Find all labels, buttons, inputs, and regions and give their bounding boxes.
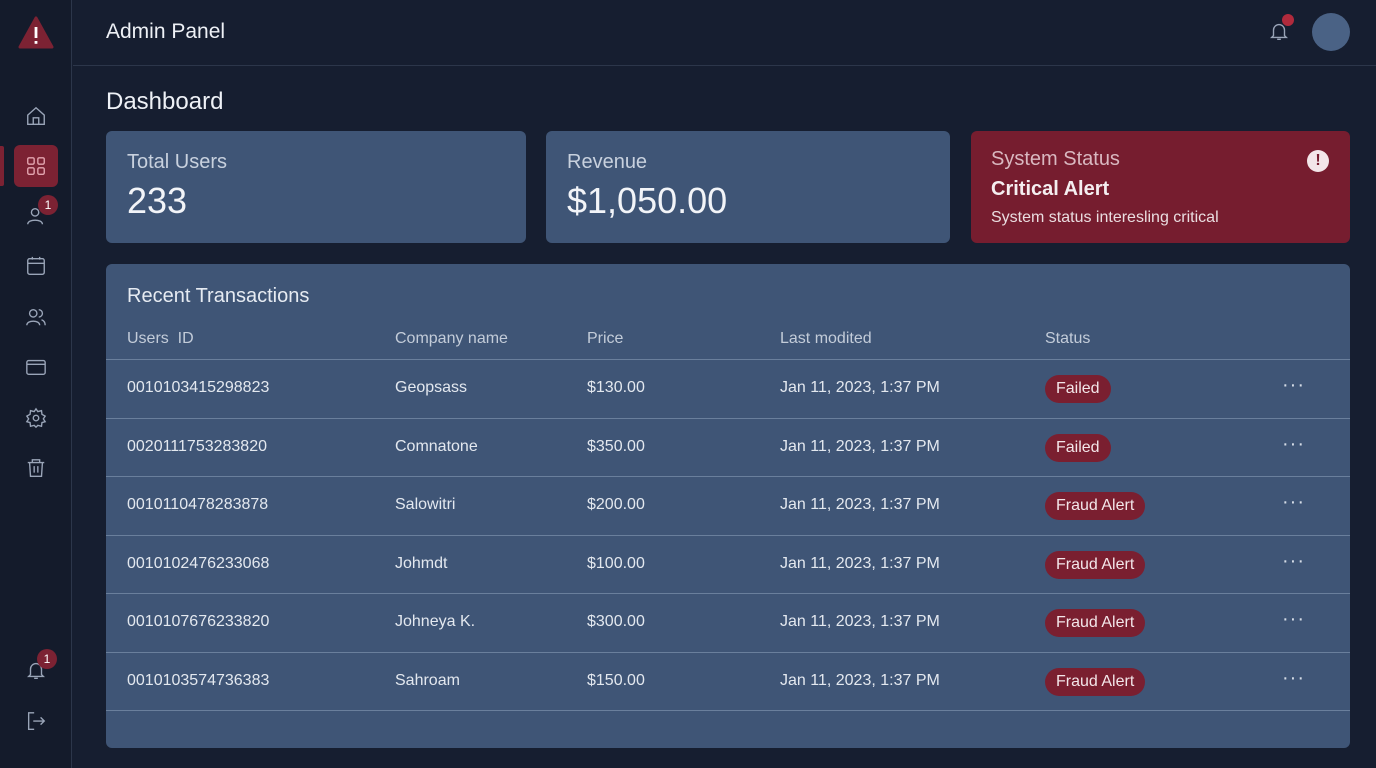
sidebar-item-home[interactable] [14, 95, 58, 137]
user-id-cell: 0020111753283820 [127, 437, 267, 455]
price-cell: $150.00 [587, 671, 645, 689]
total-users-value: 233 [127, 180, 188, 221]
table-divider [106, 710, 1350, 711]
users-icon [26, 308, 46, 326]
alert-icon: ! [1307, 150, 1329, 172]
user-icon [27, 207, 44, 225]
top-header: Admin Panel [73, 0, 1376, 66]
status-badge: Failed [1045, 375, 1111, 403]
settings-icon [25, 407, 47, 429]
home-icon [27, 106, 45, 125]
column-header-status[interactable]: Status [1045, 330, 1091, 347]
price-cell: $130.00 [587, 379, 645, 396]
user-id-cell: 0010103574736383 [127, 671, 270, 689]
table-title: Recent Transactions [127, 285, 310, 307]
company-cell: Sahroam [395, 671, 460, 689]
last-modified-cell: Jan 11, 2023, 1:37 PM [780, 496, 940, 513]
last-modified-cell: Jan 11, 2023, 1:37 PM [780, 613, 940, 630]
more-actions-icon[interactable]: ··· [1282, 549, 1305, 572]
column-header-company[interactable]: Company name [395, 330, 508, 347]
column-header-user-id[interactable]: Users ID [127, 330, 194, 347]
more-actions-icon[interactable]: ··· [1282, 608, 1305, 630]
company-cell: Johneya K. [395, 613, 476, 630]
company-cell: Johmdt [395, 554, 448, 572]
more-actions-icon[interactable]: ··· [1282, 432, 1305, 455]
notification-bell-icon[interactable] [1268, 20, 1290, 42]
system-status-label: System Status [991, 148, 1120, 170]
total-users-label: Total Users [127, 151, 228, 173]
column-header-price[interactable]: Price [587, 330, 624, 347]
revenue-card: Revenue $1,050.00 [546, 131, 950, 243]
sidebar-item-logout[interactable] [14, 700, 58, 742]
user-badge: 1 [38, 195, 58, 215]
status-badge: Fraud Alert [1045, 550, 1146, 579]
avatar[interactable] [1312, 13, 1350, 51]
notifications-badge: 1 [37, 649, 57, 669]
sidebar-item-users[interactable] [14, 296, 58, 338]
system-status-description: System status interesling critical [991, 209, 1219, 226]
last-modified-cell: Jan 11, 2023, 1:37 PM [780, 379, 940, 396]
company-cell: Geopsass [395, 379, 468, 396]
price-cell: $350.00 [587, 437, 645, 455]
sidebar-item-settings[interactable] [14, 397, 58, 439]
sidebar-item-calendar[interactable] [14, 245, 58, 287]
status-badge: Fraud Alert [1045, 667, 1146, 696]
calendar-icon [27, 256, 45, 275]
table-row[interactable]: 0020111753283820 Comnatone $350.00 Jan 11, … [106, 417, 1350, 477]
sidebar-item-user[interactable] [14, 195, 58, 237]
price-cell: $300.00 [587, 613, 645, 630]
table-row[interactable]: 0010103574736383 Sahroam $150.00 Jan 11, 20… [106, 651, 1350, 711]
user-id-cell: 0010103415298823 [127, 379, 270, 396]
active-indicator [0, 146, 4, 186]
more-actions-icon[interactable]: ··· [1282, 374, 1305, 396]
company-cell: Salowitri [395, 496, 456, 513]
system-status-card: System Status Critical Alert System stat… [971, 131, 1350, 243]
critical-alert-title: Critical Alert [991, 178, 1110, 200]
last-modified-cell: Jan 11, 2023, 1:37 PM [780, 671, 940, 689]
table-row[interactable]: 0010107676233820 Johneya K. $300.00 Jan 11,… [106, 593, 1350, 652]
wallet-icon [26, 359, 46, 376]
page-title: Dashboard [106, 88, 224, 115]
revenue-label: Revenue [567, 151, 648, 173]
recent-transactions-table: Recent Transactions Users ID Company nam… [106, 264, 1350, 748]
price-cell: $200.00 [587, 496, 645, 513]
more-actions-icon[interactable]: ··· [1282, 666, 1305, 689]
table-row[interactable]: 0010102476233068 Johmdt $100.00 Jan 11, 202… [106, 534, 1350, 594]
last-modified-cell: Jan 11, 2023, 1:37 PM [780, 437, 940, 455]
company-cell: Comnatone [395, 437, 478, 455]
sidebar-item-trash[interactable] [14, 447, 58, 489]
revenue-value: $1,050.00 [567, 180, 728, 221]
price-cell: $100.00 [587, 554, 645, 572]
trash-icon [27, 459, 45, 477]
total-users-card: Total Users 233 [106, 131, 526, 243]
table-row[interactable]: 0010110478283878 Salowitri $200.00 Jan 11, … [106, 476, 1350, 535]
column-header-last-modified[interactable]: Last modited [780, 330, 872, 347]
dashboard-icon [27, 157, 45, 175]
user-id-cell: 0010102476233068 [127, 554, 270, 572]
more-actions-icon[interactable]: ··· [1282, 491, 1305, 513]
app-title: Admin Panel [106, 20, 226, 43]
notification-dot [1282, 14, 1294, 26]
last-modified-cell: Jan 11, 2023, 1:37 PM [780, 554, 940, 572]
user-id-cell: 0010110478283878 [127, 496, 269, 513]
user-id-cell: 0010107676233820 [127, 613, 270, 630]
status-badge: Failed [1045, 433, 1111, 462]
logout-icon [27, 712, 46, 730]
warning-logo-icon [18, 16, 54, 49]
sidebar-item-wallet[interactable] [14, 346, 58, 388]
sidebar: 1 1 [0, 0, 72, 768]
table-row[interactable]: 0010103415298823 Geopsass $130.00 Jan 11, 2… [106, 359, 1350, 418]
sidebar-item-dashboard[interactable] [14, 145, 58, 187]
status-badge: Fraud Alert [1045, 492, 1146, 520]
status-badge: Fraud Alert [1045, 609, 1146, 637]
